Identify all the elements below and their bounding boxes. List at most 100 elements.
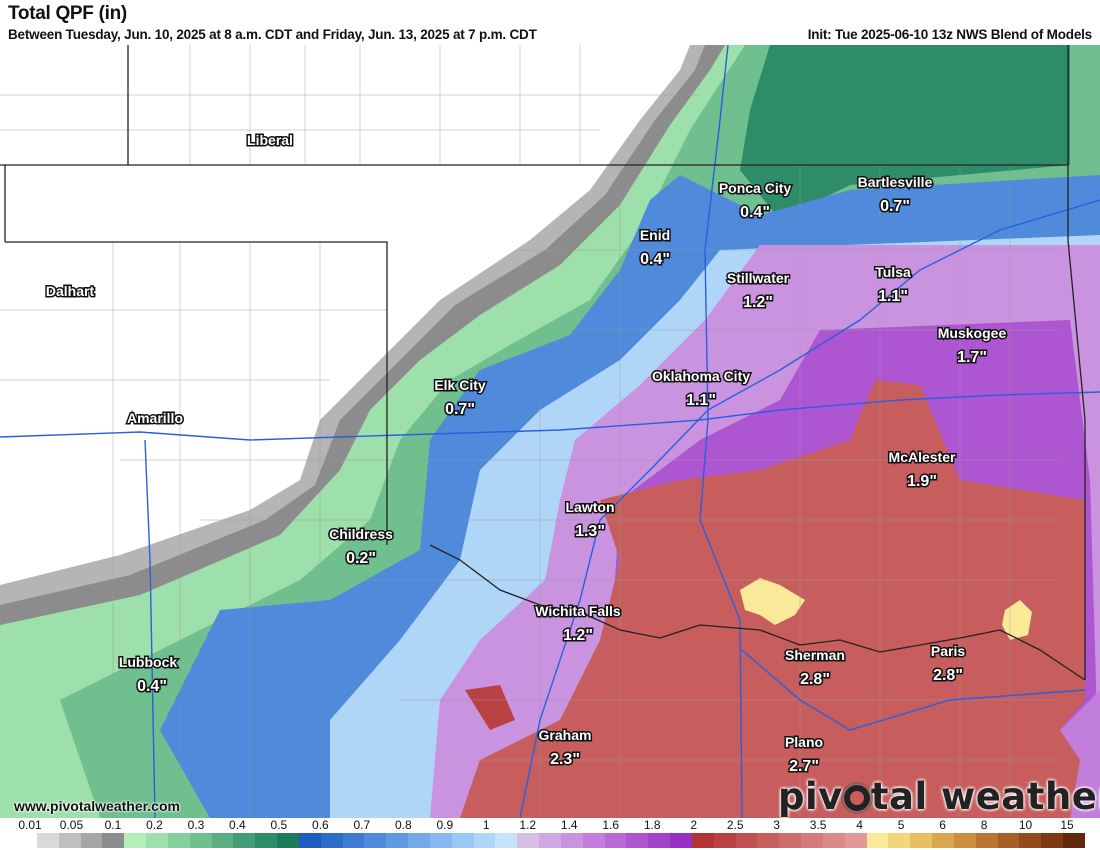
city-bartlesville: Bartlesville 0.7": [856, 173, 934, 217]
scale-label: 0.8: [394, 818, 412, 832]
scale-label: 0.2: [146, 818, 163, 832]
city-name: Amarillo: [127, 410, 183, 426]
color-swatch: [211, 833, 234, 848]
scale-label: 1.8: [643, 818, 661, 832]
scale-label: 0.4: [229, 818, 246, 832]
city-dalhart: Dalhart: [44, 282, 96, 301]
color-swatch: [320, 833, 344, 848]
sun-icon: [843, 785, 870, 811]
scale-label: 1.4: [560, 818, 578, 832]
scale-label: 10: [1018, 818, 1033, 832]
city-name: Muskogee: [938, 325, 1007, 341]
city-qpf-value: 2.7": [789, 758, 819, 775]
city-labels: Liberal Dalhart Amarillo Ponca City0.4" …: [44, 131, 1008, 777]
city-name: Tulsa: [875, 264, 911, 280]
color-swatch: [560, 833, 584, 848]
city-stillwater: Stillwater 1.2": [725, 269, 791, 313]
color-swatch: [779, 833, 802, 848]
color-swatch: [36, 833, 60, 848]
city-amarillo: Amarillo: [125, 409, 184, 428]
city-name: Bartlesville: [858, 174, 933, 190]
color-swatch: [1041, 833, 1064, 848]
city-qpf-value: 2.8": [933, 667, 963, 684]
scale-label: 5: [897, 818, 905, 832]
city-oklahoma-city: Oklahoma City 1.1": [650, 367, 751, 411]
color-swatch: [757, 833, 780, 848]
color-swatch: [670, 833, 693, 848]
model-init: Init: Tue 2025-06-10 13z NWS Blend of Mo…: [807, 27, 1092, 42]
color-swatch: [364, 833, 387, 848]
city-name: Plano: [785, 734, 823, 750]
color-swatch: [844, 833, 868, 848]
scale-label: 4: [856, 818, 863, 832]
color-swatch: [910, 833, 933, 848]
city-name: Childress: [329, 526, 393, 542]
city-name: Elk City: [434, 377, 486, 393]
precip-yellow-sherman: [740, 578, 805, 625]
city-qpf-value: 1.2": [743, 294, 773, 311]
color-swatch: [189, 833, 213, 848]
highways: [0, 45, 1100, 818]
city-paris: Paris 2.8": [929, 642, 966, 686]
color-swatch: [80, 833, 103, 848]
color-swatch: [866, 833, 889, 848]
city-elk-city: Elk City 0.7": [433, 376, 488, 420]
color-swatch: [801, 833, 824, 848]
scale-label: 0.3: [187, 818, 205, 832]
precipitation-map[interactable]: Liberal Dalhart Amarillo Ponca City0.4" …: [0, 45, 1100, 818]
valid-period: Between Tuesday, Jun. 10, 2025 at 8 a.m.…: [8, 27, 537, 42]
scale-label: 6: [939, 818, 946, 832]
city-name: Lubbock: [119, 654, 178, 670]
color-swatch: [975, 833, 999, 848]
color-swatch: [997, 833, 1020, 848]
color-swatch: [1063, 833, 1086, 848]
color-swatch: [429, 833, 453, 848]
city-qpf-value: 0.2": [346, 550, 376, 567]
scale-label: 0.05: [59, 818, 84, 832]
color-swatch: [713, 833, 737, 848]
city-name: McAlester: [889, 449, 956, 465]
city-qpf-value: 2.8": [800, 671, 830, 688]
color-swatch: [604, 833, 627, 848]
color-swatch: [735, 833, 758, 848]
color-swatch: [58, 833, 81, 848]
color-swatch: [822, 833, 846, 848]
color-swatch: [1019, 833, 1042, 848]
scale-label: 2.5: [726, 818, 744, 832]
city-qpf-value: 2.3": [550, 751, 580, 768]
color-swatch: [233, 833, 256, 848]
scale-label: 3.5: [809, 818, 827, 832]
color-swatch: [932, 833, 955, 848]
city-qpf-value: 1.2": [563, 627, 593, 644]
city-wichita-falls: Wichita Falls 1.2": [534, 602, 623, 646]
state-borders: [0, 45, 1086, 681]
city-lawton: Lawton 1.3": [564, 498, 616, 542]
city-sherman: Sherman 2.8": [784, 646, 847, 690]
city-childress: Childress 0.2": [328, 525, 395, 569]
precip-purple-se: [1060, 690, 1100, 818]
city-name: Graham: [539, 727, 592, 743]
scale-label: 0.01: [18, 818, 42, 832]
city-qpf-value: 1.7": [957, 349, 987, 366]
city-qpf-value: 0.4": [740, 204, 770, 221]
scale-label: 0.1: [104, 818, 122, 832]
scale-label: 2: [690, 818, 698, 832]
color-swatch: [648, 833, 671, 848]
city-name: Oklahoma City: [652, 368, 750, 384]
scale-label: 0.6: [312, 818, 329, 832]
city-name: Wichita Falls: [535, 603, 621, 619]
scale-label: 1: [482, 818, 490, 832]
county-lines: [0, 45, 1060, 818]
city-name: Ponca City: [719, 180, 792, 196]
precip-yellow-paris: [1002, 600, 1032, 640]
precip-teal: [740, 45, 1070, 220]
city-lubbock: Lubbock 0.4": [117, 653, 179, 697]
color-swatch: [277, 833, 300, 848]
color-swatch: [167, 833, 191, 848]
city-liberal: Liberal: [246, 131, 295, 150]
city-name: Stillwater: [727, 270, 790, 286]
color-swatch: [953, 833, 977, 848]
color-swatch: [124, 833, 147, 848]
city-qpf-value: 1.3": [575, 523, 605, 540]
city-name: Dalhart: [46, 283, 95, 299]
